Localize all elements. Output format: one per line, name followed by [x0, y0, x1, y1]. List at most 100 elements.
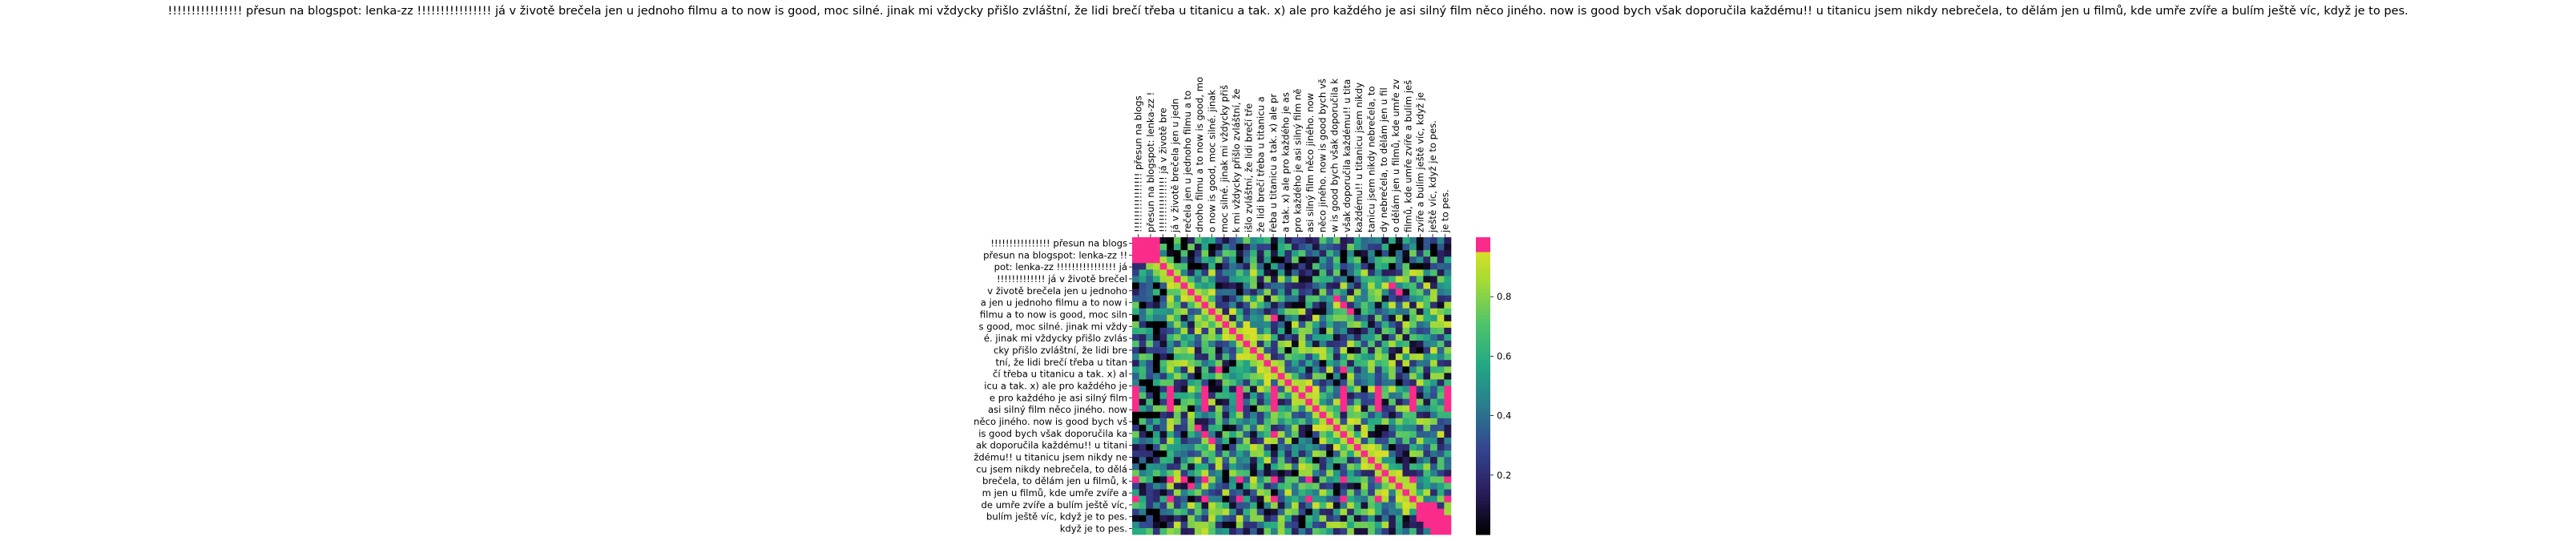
heatmap-cell: [1250, 263, 1258, 270]
heatmap-cell: [1402, 333, 1410, 341]
heatmap-cell: [1236, 386, 1244, 393]
column-tick-label: pro každého je asi silný film ně: [1292, 89, 1304, 232]
heatmap-cell: [1292, 386, 1299, 393]
heatmap-cell: [1271, 508, 1278, 516]
heatmap-cell: [1423, 276, 1431, 283]
heatmap-cell: [1368, 321, 1376, 329]
heatmap-cell: [1312, 244, 1320, 251]
heatmap-cell: [1139, 470, 1147, 477]
column-tick-label: !!!!!!!!!!!!!!! já v životě bre: [1157, 107, 1168, 232]
heatmap-cell: [1236, 502, 1244, 510]
heatmap-cell: [1340, 256, 1348, 264]
heatmap-cell: [1243, 482, 1251, 490]
heatmap-cell: [1430, 521, 1437, 529]
heatmap-cell: [1332, 502, 1340, 510]
column-tick-label: každému!! u titanicu jsem nikdy: [1353, 83, 1365, 232]
colorbar-segment: [1476, 382, 1490, 386]
heatmap-cell: [1208, 269, 1216, 277]
heatmap-cell: [1319, 269, 1327, 277]
heatmap-cell: [1243, 470, 1251, 477]
heatmap-cell: [1395, 333, 1403, 341]
heatmap-cell: [1222, 263, 1230, 270]
heatmap-cell: [1243, 430, 1251, 438]
heatmap-cell: [1437, 295, 1445, 302]
heatmap-cell: [1180, 457, 1188, 464]
heatmap-cell: [1292, 495, 1299, 503]
heatmap-cell: [1264, 424, 1272, 432]
heatmap-cell: [1222, 256, 1230, 264]
heatmap-cell: [1381, 347, 1389, 354]
heatmap-cell: [1353, 430, 1361, 438]
heatmap-cell: [1201, 244, 1209, 251]
heatmap-cell: [1167, 476, 1175, 483]
heatmap-cell: [1139, 430, 1147, 438]
heatmap-cell: [1402, 379, 1410, 386]
heatmap-cell: [1271, 282, 1278, 289]
heatmap-cell: [1215, 495, 1223, 503]
heatmap-cell: [1236, 269, 1244, 277]
heatmap-cell: [1284, 244, 1292, 251]
heatmap-cell: [1416, 502, 1424, 510]
heatmap-cell: [1423, 301, 1431, 309]
heatmap-cell: [1368, 489, 1376, 496]
heatmap-cell: [1146, 276, 1154, 283]
colorbar-segment: [1476, 300, 1490, 305]
heatmap-cell: [1332, 314, 1340, 322]
heatmap-cell: [1416, 360, 1424, 367]
heatmap-cell: [1236, 250, 1244, 257]
heatmap-cell: [1187, 263, 1195, 270]
heatmap-cell: [1159, 276, 1167, 283]
heatmap-cell: [1305, 308, 1313, 316]
heatmap-cell: [1437, 457, 1445, 464]
heatmap-cell: [1229, 482, 1237, 490]
heatmap-cell: [1430, 276, 1437, 283]
heatmap-cell: [1271, 263, 1278, 270]
heatmap-cell: [1402, 269, 1410, 277]
heatmap-cell: [1236, 495, 1244, 503]
heatmap-cell: [1215, 289, 1223, 296]
heatmap-cell: [1368, 341, 1376, 348]
heatmap-cell: [1236, 444, 1244, 451]
heatmap-cell: [1243, 521, 1251, 529]
heatmap-cell: [1243, 450, 1251, 458]
heatmap-cell: [1381, 392, 1389, 399]
heatmap-cell: [1312, 438, 1320, 445]
heatmap-cell: [1194, 353, 1202, 361]
heatmap-cell: [1146, 457, 1154, 464]
heatmap-cell: [1402, 295, 1410, 302]
heatmap-cell: [1139, 327, 1147, 335]
heatmap-cell: [1173, 263, 1181, 270]
heatmap-cell: [1444, 373, 1452, 380]
heatmap-cell: [1152, 470, 1160, 477]
colorbar-segment: [1476, 360, 1490, 365]
heatmap-cell: [1416, 263, 1424, 270]
heatmap-cell: [1139, 269, 1147, 277]
heatmap-cell: [1381, 411, 1389, 419]
row-tick-label: filmu a to now is good, moc siln: [980, 309, 1127, 320]
row-tick-label: !!!!!!!!!!!!! já v životě brečel: [997, 273, 1127, 285]
heatmap-cell: [1305, 424, 1313, 432]
heatmap-cell: [1159, 250, 1167, 257]
heatmap-cell: [1430, 295, 1437, 302]
heatmap-cell: [1389, 289, 1397, 296]
heatmap-cell: [1368, 438, 1376, 445]
heatmap-cell: [1250, 392, 1258, 399]
heatmap-cell: [1381, 405, 1389, 413]
colorbar-segment: [1476, 419, 1490, 424]
heatmap-cell: [1347, 418, 1355, 426]
heatmap-cell: [1416, 470, 1424, 477]
heatmap-cell: [1180, 256, 1188, 264]
heatmap-cell: [1215, 347, 1223, 354]
heatmap-cell: [1284, 398, 1292, 406]
heatmap-cell: [1229, 508, 1237, 516]
heatmap-cell: [1180, 314, 1188, 322]
heatmap-cell: [1194, 418, 1202, 426]
heatmap-cell: [1152, 314, 1160, 322]
heatmap-cell: [1423, 379, 1431, 386]
heatmap-cell: [1215, 470, 1223, 477]
heatmap-cell: [1152, 366, 1160, 373]
heatmap-cell: [1292, 444, 1299, 451]
heatmap-cell: [1284, 237, 1292, 244]
heatmap-cell: [1319, 502, 1327, 510]
heatmap-cell: [1277, 457, 1285, 464]
